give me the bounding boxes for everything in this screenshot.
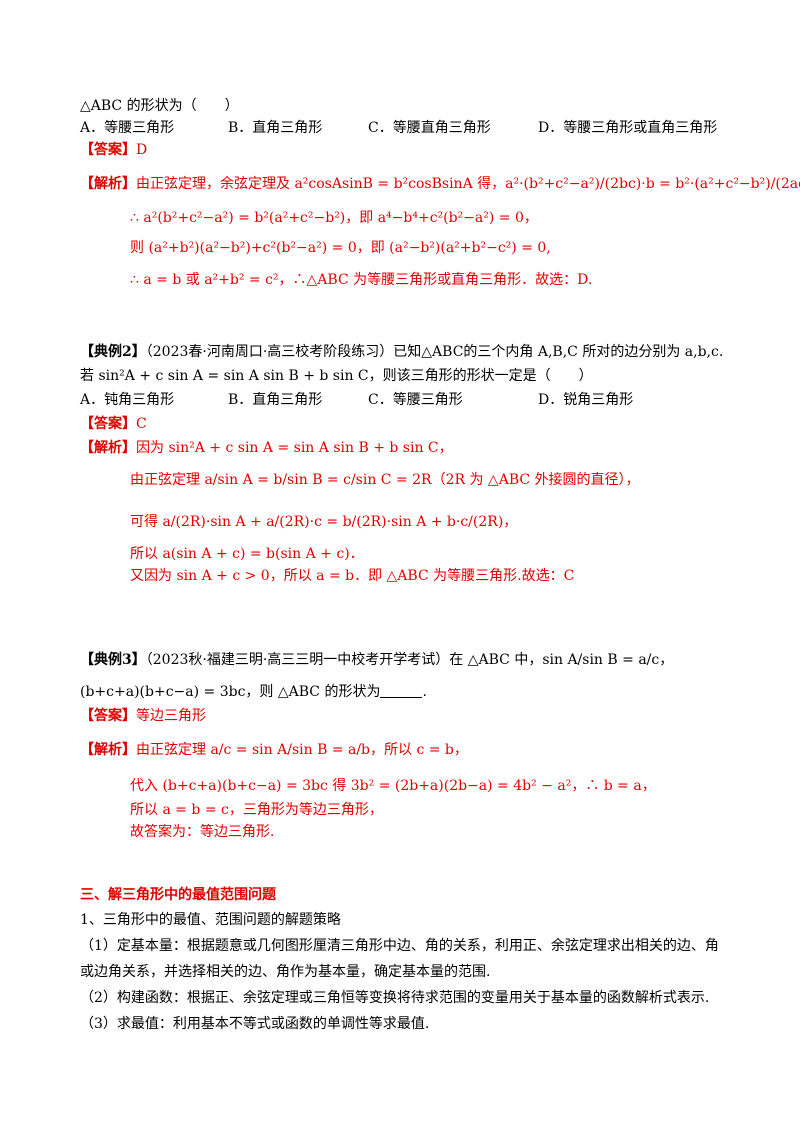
analysis-text: 由正弦定理，余弦定理及 a²cosAsinB = b²cosBsinA 得，a²… — [136, 176, 800, 192]
q1-analysis-line-4: ∴ a = b 或 a²+b² = c²，∴△ABC 为等腰三角形或直角三角形．… — [130, 272, 593, 288]
ex3-title: 【典例3】 — [80, 652, 146, 668]
ex3-analysis-line-3: 所以 a = b = c，三角形为等边三角形， — [130, 802, 383, 818]
answer-value: 等边三角形 — [136, 708, 206, 724]
strategy-3: （3）求最值：利用基本不等式或函数的单调性等求最值. — [80, 1016, 430, 1032]
ex3-analysis-line-2: 代入 (b+c+a)(b+c−a) = 3bc 得 3b² = (2b+a)(2… — [130, 778, 656, 794]
section-heading: 三、解三角形中的最值范围问题 — [80, 887, 276, 903]
ex3-analysis-line-1: 【解析】由正弦定理 a/c = sin A/sin B = a/b，所以 c =… — [80, 740, 468, 760]
strategy-1a: （1）定基本量：根据题意或几何图形厘清三角形中边、角的关系，利用正、余弦定理求出… — [80, 938, 719, 954]
analysis-label: 【解析】 — [80, 742, 136, 758]
ex2-option-a: A．钝角三角形 — [80, 392, 175, 408]
analysis-text: 由正弦定理 a/c = sin A/sin B = a/b，所以 c = b， — [136, 742, 468, 758]
ex2-header: 【典例2】（2023春·河南周口·高三校考阶段练习）已知△ABC的三个内角 A,… — [80, 342, 723, 362]
ex2-option-d: D．锐角三角形 — [538, 392, 634, 408]
answer-value: C — [136, 416, 147, 432]
answer-value: D — [136, 142, 148, 158]
answer-label: 【答案】 — [80, 708, 136, 724]
answer-blank — [380, 683, 423, 698]
q1-option-c: C．等腰直角三角形 — [368, 120, 491, 136]
ex2-analysis-line-5: 又因为 sin A + c > 0，所以 a = b．即 △ABC 为等腰三角形… — [130, 568, 575, 584]
analysis-label: 【解析】 — [80, 176, 136, 192]
analysis-label: 【解析】 — [80, 440, 136, 456]
q1-analysis-line-1: 【解析】由正弦定理，余弦定理及 a²cosAsinB = b²cosBsinA … — [80, 174, 800, 194]
strategy-1b: 或边角关系，并选择相关的边、角作为基本量，确定基本量的范围. — [80, 964, 491, 980]
ex3-stem-text: (b+c+a)(b+c−a) = 3bc，则 △ABC 的形状为 — [80, 684, 381, 700]
analysis-text: 因为 sin²A + c sin A = sin A sin B + b sin… — [136, 440, 453, 456]
ex2-title: 【典例2】 — [80, 344, 146, 360]
q1-analysis-line-3: 则 (a²+b²)(a²−b²)+c²(b²−a²) = 0，即 (a²−b²)… — [130, 240, 551, 256]
ex2-stem: 若 sin²A + c sin A = sin A sin B + b sin … — [80, 368, 593, 384]
ex3-answer-row: 【答案】等边三角形 — [80, 706, 206, 726]
ex2-analysis-line-1: 【解析】因为 sin²A + c sin A = sin A sin B + b… — [80, 438, 453, 458]
q1-answer-row: 【答案】D — [80, 140, 147, 160]
q1-analysis-line-2: ∴ a²(b²+c²−a²) = b²(a²+c²−b²)，即 a⁴−b⁴+c²… — [130, 210, 538, 226]
ex3-stem: (b+c+a)(b+c−a) = 3bc，则 △ABC 的形状为. — [80, 682, 427, 702]
ex2-analysis-line-2: 由正弦定理 a/sin A = b/sin B = c/sin C = 2R（2… — [130, 472, 640, 488]
ex3-analysis-line-4: 故答案为：等边三角形. — [130, 824, 275, 840]
ex2-analysis-line-4: 所以 a(sin A + c) = b(sin A + c)． — [130, 546, 364, 562]
strategy-2: （2）构建函数：根据正、余弦定理或三角恒等变换将待求范围的变量用关于基本量的函数… — [80, 990, 710, 1006]
q1-option-b: B．直角三角形 — [228, 120, 323, 136]
ex3-source: （2023秋·福建三明·高三三明一中校考开学考试）在 △ABC 中，sin A/… — [145, 652, 674, 668]
answer-label: 【答案】 — [80, 416, 136, 432]
answer-label: 【答案】 — [80, 142, 136, 158]
ex3-header: 【典例3】（2023秋·福建三明·高三三明一中校考开学考试）在 △ABC 中，s… — [80, 650, 673, 670]
q1-option-a: A．等腰三角形 — [80, 120, 175, 136]
ex2-option-b: B．直角三角形 — [228, 392, 323, 408]
ex2-answer-row: 【答案】C — [80, 414, 147, 434]
ex2-option-c: C．等腰三角形 — [368, 392, 463, 408]
ex2-analysis-line-3: 可得 a/(2R)·sin A + a/(2R)·c = b/(2R)·sin … — [130, 514, 518, 530]
ex2-source: （2023春·河南周口·高三校考阶段练习）已知△ABC的三个内角 A,B,C 所… — [145, 344, 724, 360]
ex3-stem-end: . — [422, 684, 427, 700]
q1-option-d: D．等腰三角形或直角三角形 — [538, 120, 718, 136]
q1-stem: △ABC 的形状为（ ） — [80, 98, 239, 114]
section-item-1: 1、三角形中的最值、范围问题的解题策略 — [80, 912, 341, 928]
